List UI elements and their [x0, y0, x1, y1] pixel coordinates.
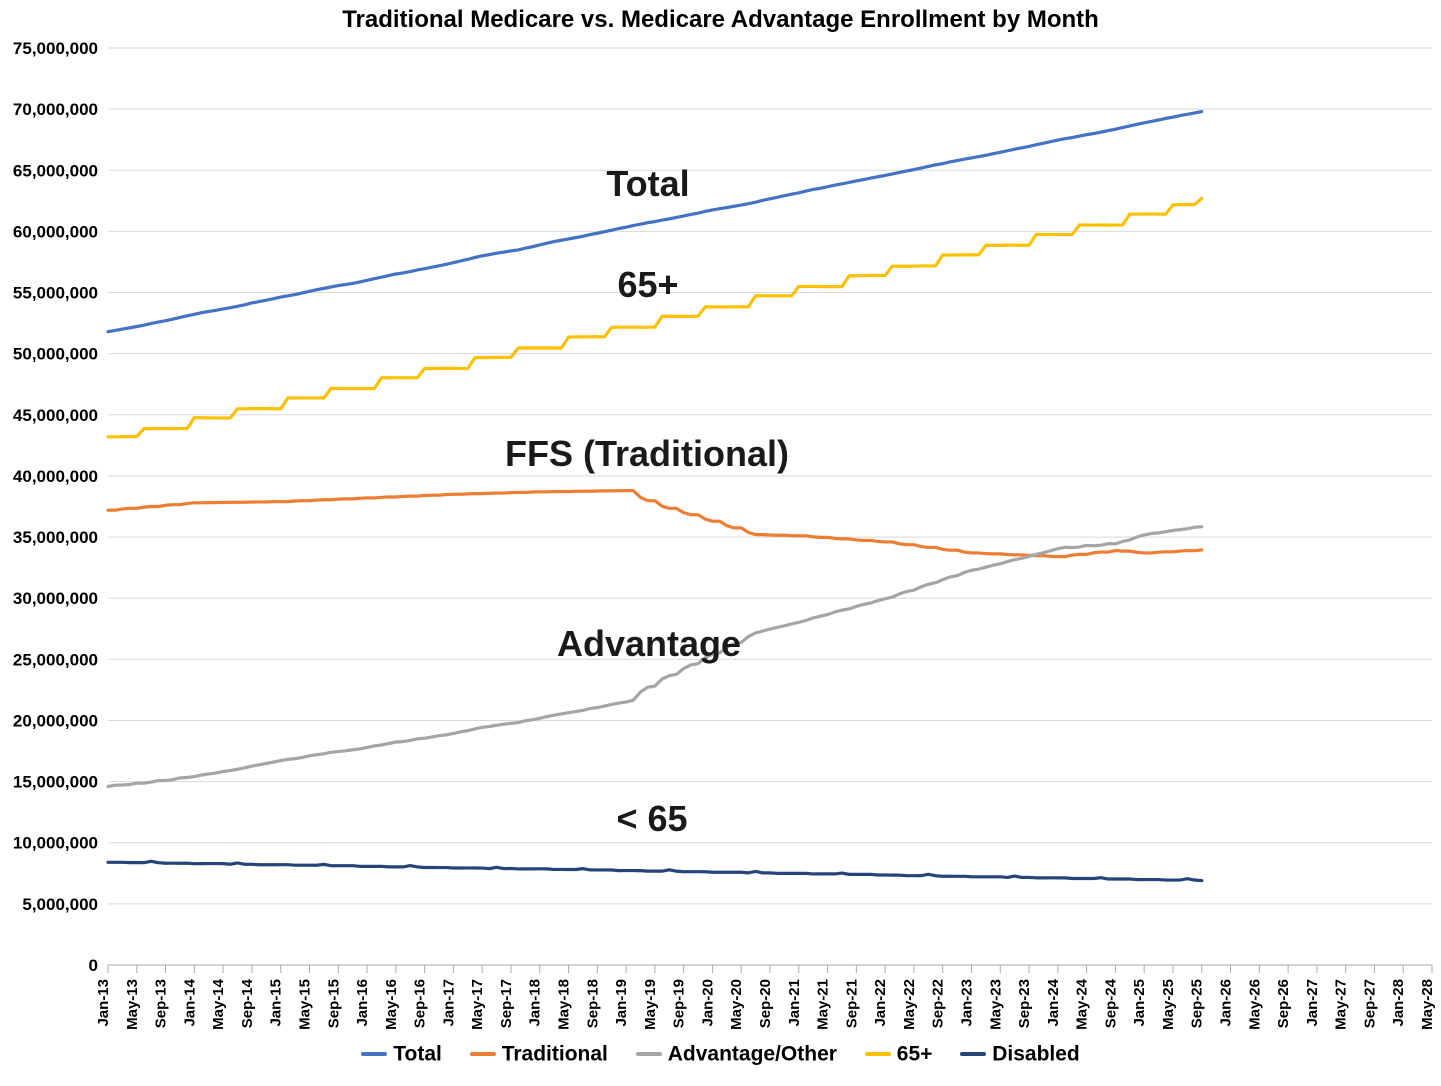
svg-text:May-15: May-15: [296, 979, 313, 1030]
svg-text:5,000,000: 5,000,000: [22, 895, 98, 914]
svg-text:May-26: May-26: [1246, 979, 1263, 1030]
svg-text:0: 0: [89, 956, 98, 975]
svg-text:Jan-13: Jan-13: [95, 979, 112, 1027]
svg-text:May-24: May-24: [1074, 978, 1091, 1030]
svg-text:65+: 65+: [617, 264, 678, 305]
svg-text:Jan-16: Jan-16: [354, 979, 371, 1027]
svg-text:Sep-18: Sep-18: [584, 979, 601, 1028]
svg-text:55,000,000: 55,000,000: [13, 284, 98, 303]
svg-text:Jan-15: Jan-15: [268, 979, 285, 1027]
svg-text:Sep-22: Sep-22: [930, 979, 947, 1028]
svg-text:Sep-14: Sep-14: [239, 978, 256, 1028]
svg-text:10,000,000: 10,000,000: [13, 834, 98, 853]
svg-text:Jan-24: Jan-24: [1045, 978, 1062, 1026]
svg-text:45,000,000: 45,000,000: [13, 406, 98, 425]
svg-text:65,000,000: 65,000,000: [13, 161, 98, 180]
svg-text:Sep-26: Sep-26: [1275, 979, 1292, 1028]
svg-text:Jan-20: Jan-20: [699, 979, 716, 1027]
svg-text:Jan-26: Jan-26: [1218, 979, 1235, 1027]
svg-text:Sep-15: Sep-15: [325, 979, 342, 1028]
svg-text:Jan-23: Jan-23: [958, 979, 975, 1027]
svg-text:May-13: May-13: [124, 979, 141, 1030]
svg-text:< 65: < 65: [616, 798, 687, 839]
svg-text:Sep-20: Sep-20: [757, 979, 774, 1028]
svg-text:May-20: May-20: [728, 979, 745, 1030]
svg-text:May-17: May-17: [469, 979, 486, 1030]
svg-text:Jan-22: Jan-22: [872, 979, 889, 1027]
svg-text:Sep-27: Sep-27: [1361, 979, 1378, 1028]
svg-text:Total: Total: [606, 163, 689, 204]
svg-text:20,000,000: 20,000,000: [13, 711, 98, 730]
svg-text:May-25: May-25: [1160, 979, 1177, 1030]
svg-text:May-27: May-27: [1333, 979, 1350, 1030]
svg-text:May-22: May-22: [901, 979, 918, 1030]
svg-text:Jan-27: Jan-27: [1304, 979, 1321, 1027]
svg-text:Jan-21: Jan-21: [786, 979, 803, 1027]
svg-text:15,000,000: 15,000,000: [13, 773, 98, 792]
svg-text:May-19: May-19: [642, 979, 659, 1030]
svg-text:Sep-24: Sep-24: [1102, 978, 1119, 1028]
svg-text:Sep-21: Sep-21: [843, 979, 860, 1028]
svg-text:May-21: May-21: [815, 979, 832, 1030]
svg-text:75,000,000: 75,000,000: [13, 39, 98, 58]
svg-text:Sep-23: Sep-23: [1016, 979, 1033, 1028]
svg-text:70,000,000: 70,000,000: [13, 100, 98, 119]
svg-text:Advantage: Advantage: [557, 623, 741, 664]
svg-text:Sep-19: Sep-19: [671, 979, 688, 1028]
svg-text:Jan-17: Jan-17: [440, 979, 457, 1027]
svg-text:35,000,000: 35,000,000: [13, 528, 98, 547]
svg-text:Sep-25: Sep-25: [1189, 979, 1206, 1028]
svg-text:Sep-17: Sep-17: [498, 979, 515, 1028]
svg-text:May-23: May-23: [987, 979, 1004, 1030]
svg-text:Jan-19: Jan-19: [613, 979, 630, 1027]
svg-text:Jan-28: Jan-28: [1390, 979, 1407, 1027]
svg-text:30,000,000: 30,000,000: [13, 589, 98, 608]
svg-text:Sep-13: Sep-13: [153, 979, 170, 1028]
svg-text:Sep-16: Sep-16: [412, 979, 429, 1028]
svg-text:60,000,000: 60,000,000: [13, 222, 98, 241]
svg-text:May-14: May-14: [210, 978, 227, 1030]
svg-text:40,000,000: 40,000,000: [13, 467, 98, 486]
svg-text:Jan-25: Jan-25: [1131, 979, 1148, 1027]
svg-text:FFS (Traditional): FFS (Traditional): [505, 433, 789, 474]
svg-text:50,000,000: 50,000,000: [13, 345, 98, 364]
svg-text:May-16: May-16: [383, 979, 400, 1030]
svg-text:May-28: May-28: [1419, 979, 1436, 1030]
svg-text:25,000,000: 25,000,000: [13, 650, 98, 669]
svg-text:Jan-14: Jan-14: [181, 978, 198, 1026]
svg-text:May-18: May-18: [556, 979, 573, 1030]
svg-text:Jan-18: Jan-18: [527, 979, 544, 1027]
